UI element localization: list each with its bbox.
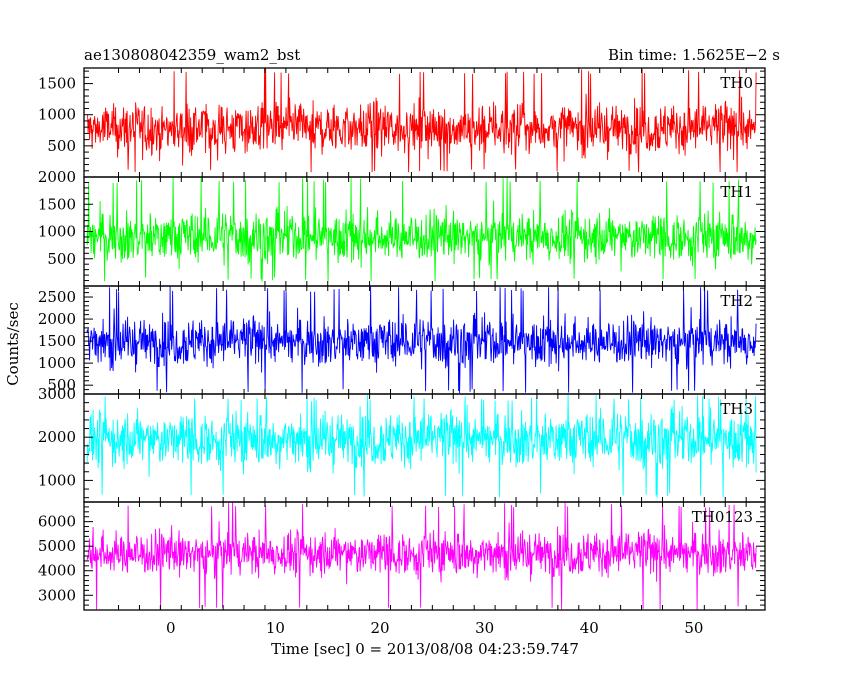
- trace-th3: [86, 394, 757, 498]
- panel-label: TH0: [720, 74, 753, 92]
- panel-label: TH0123: [692, 508, 753, 526]
- y-tick-label: 500: [47, 376, 76, 394]
- y-tick-label: 1500: [38, 195, 76, 213]
- bin-time-label: Bin time: 1.5625E−2 s: [608, 46, 780, 64]
- panel-label: TH2: [720, 292, 753, 310]
- y-tick-label: 3000: [38, 385, 76, 403]
- x-tick-label: 30: [475, 619, 494, 637]
- trace-th1: [86, 177, 757, 282]
- y-tick-label: 1000: [38, 223, 76, 241]
- y-tick-label: 4000: [38, 562, 76, 580]
- y-tick-label: 2000: [38, 428, 76, 446]
- y-tick-label: 1500: [38, 332, 76, 350]
- x-tick-label: 40: [580, 619, 599, 637]
- panel-th0123: 3000 4000 5000 6000 TH0123: [38, 501, 766, 611]
- panel-label: TH1: [720, 183, 753, 201]
- y-tick-label: 3000: [38, 586, 76, 604]
- panel-label: TH3: [720, 400, 753, 418]
- panel-th2: 500 1000 1500 2000 2500 TH2: [38, 285, 766, 395]
- x-axis-label: Time [sec] 0 = 2013/08/08 04:23:59.747: [271, 640, 579, 658]
- y-tick-label: 1500: [38, 75, 76, 93]
- y-tick-label: 2000: [38, 168, 76, 186]
- x-tick-label: 20: [370, 619, 389, 637]
- y-tick-label: 1000: [38, 354, 76, 372]
- x-tick-label: 50: [684, 619, 703, 637]
- y-axis-label: Counts/sec: [4, 302, 22, 386]
- trace-th0123: [86, 502, 757, 610]
- observation-id-title: ae130808042359_wam2_bst: [84, 46, 300, 64]
- y-tick-label: 2000: [38, 310, 76, 328]
- trace-th0: [87, 68, 757, 173]
- y-tick-label: 6000: [38, 513, 76, 531]
- panel-th1: 500 1000 1500 2000 TH1: [38, 168, 766, 287]
- y-tick-label: 500: [47, 137, 76, 155]
- x-tick-label: 0: [166, 619, 176, 637]
- y-tick-label: 2500: [38, 288, 76, 306]
- y-tick-label: 5000: [38, 537, 76, 555]
- panel-th0: 500 1000 1500 TH0: [38, 67, 766, 178]
- panel-th3: 1000 2000 3000 TH3: [38, 385, 766, 503]
- y-tick-label: 500: [47, 250, 76, 268]
- y-tick-label: 1000: [38, 471, 76, 489]
- x-tick-label: 10: [266, 619, 285, 637]
- y-tick-label: 1000: [38, 106, 76, 124]
- trace-th2: [86, 286, 757, 394]
